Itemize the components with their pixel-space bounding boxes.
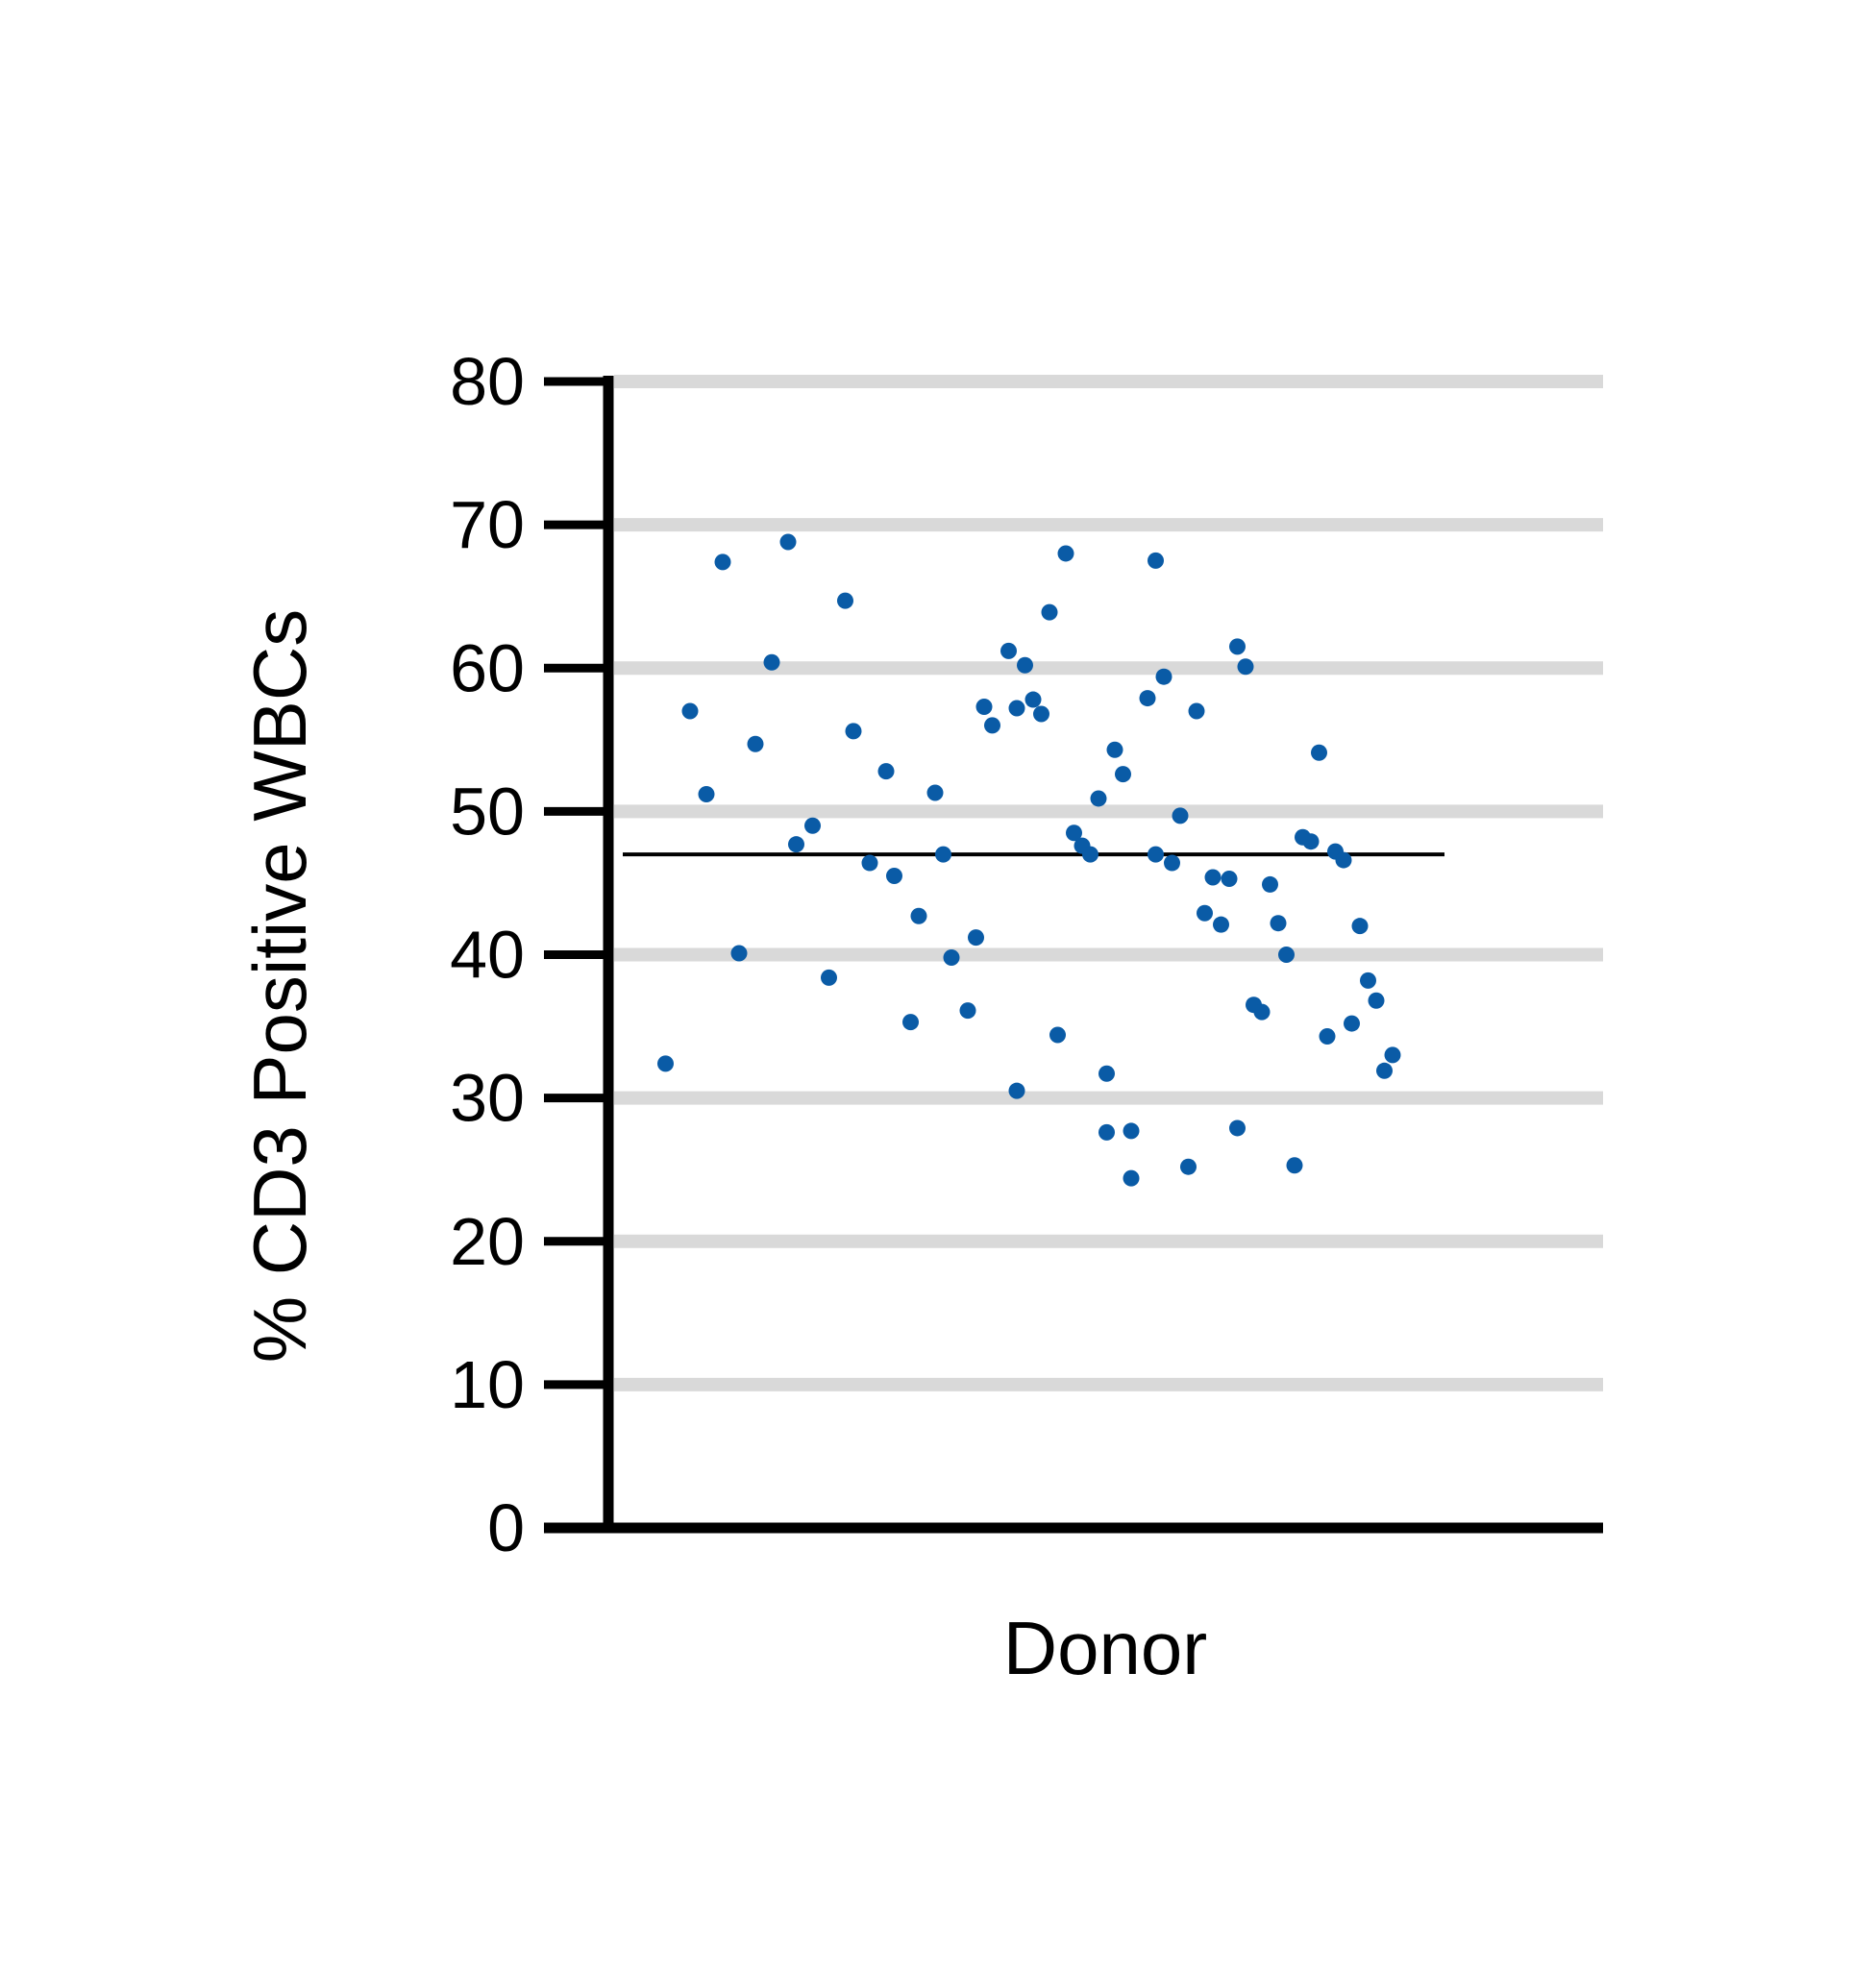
data-point (1270, 915, 1287, 932)
data-point (1041, 603, 1058, 621)
data-point (1188, 702, 1205, 720)
data-point (698, 785, 715, 802)
data-point (788, 836, 804, 853)
y-axis: 0 10 20 30 40 50 60 70 80 (450, 344, 614, 1565)
data-point (1384, 1046, 1401, 1064)
data-point (1344, 1015, 1360, 1032)
y-tick-label-0: 0 (487, 1490, 525, 1565)
data-point (1082, 846, 1098, 863)
data-point (968, 929, 984, 947)
data-point (886, 867, 902, 884)
y-tick-label-60: 60 (450, 630, 525, 705)
y-axis-title: % CD3 Positive WBCs (237, 609, 322, 1364)
data-point (1180, 1158, 1197, 1175)
data-point (1148, 846, 1164, 863)
y-tick-label-80: 80 (450, 344, 525, 419)
data-point (1000, 642, 1017, 659)
data-point (910, 907, 927, 924)
data-point (902, 1014, 919, 1031)
data-point (1278, 947, 1295, 963)
data-point (1319, 1028, 1336, 1046)
data-point (1360, 972, 1376, 989)
data-point (1172, 807, 1189, 824)
data-point (837, 592, 853, 609)
data-point (877, 763, 895, 780)
y-tick-label-70: 70 (450, 487, 525, 562)
data-point (1197, 904, 1213, 922)
data-point (1057, 545, 1074, 562)
data-point (1229, 638, 1246, 655)
data-point (681, 702, 699, 720)
y-tick-label-40: 40 (450, 918, 525, 993)
data-point (1148, 552, 1164, 569)
data-point (1204, 869, 1222, 886)
data-point (714, 554, 731, 571)
data-point (943, 948, 960, 966)
data-point (1155, 668, 1172, 685)
y-tick-label-20: 20 (450, 1204, 525, 1279)
data-point (1262, 875, 1278, 893)
data-point (1164, 854, 1180, 872)
data-point (1024, 691, 1042, 708)
data-point (1017, 656, 1033, 674)
data-point (1123, 1122, 1140, 1140)
data-point (1008, 1082, 1025, 1099)
data-point (1106, 741, 1123, 758)
data-point (804, 817, 821, 834)
data-point (959, 1002, 976, 1020)
data-point (1286, 1157, 1303, 1174)
data-point (1302, 833, 1320, 850)
data-point (1066, 824, 1082, 842)
data-point (657, 1055, 674, 1072)
data-point (730, 945, 748, 962)
data-point (1098, 1123, 1115, 1141)
y-tick-label-10: 10 (450, 1347, 525, 1422)
data-point (779, 533, 797, 551)
data-point (1098, 1065, 1115, 1082)
data-point (1221, 870, 1238, 887)
data-point (861, 854, 878, 872)
data-point (1335, 851, 1352, 869)
data-point (747, 735, 764, 752)
data-points (657, 533, 1401, 1187)
data-point (1237, 658, 1254, 676)
y-tick-label-50: 50 (450, 774, 525, 849)
data-point (1229, 1119, 1246, 1137)
data-point (1033, 705, 1049, 723)
data-point (763, 653, 780, 671)
data-point (1123, 1169, 1140, 1187)
data-point (1115, 766, 1131, 783)
data-point (1311, 744, 1327, 761)
data-point (1253, 1003, 1271, 1021)
x-axis-title: Donor (1003, 1606, 1207, 1690)
data-point (1368, 992, 1385, 1009)
data-point (1139, 690, 1156, 707)
data-point (975, 699, 993, 716)
data-point (1213, 916, 1229, 933)
data-point (984, 717, 1000, 734)
data-point (1049, 1026, 1066, 1044)
data-point (1008, 700, 1025, 717)
data-point (845, 723, 862, 740)
gridlines (614, 375, 1603, 1391)
data-point (926, 784, 944, 801)
data-point (1376, 1062, 1393, 1079)
data-point (1351, 918, 1369, 935)
data-point (821, 969, 837, 986)
data-point (935, 846, 951, 863)
y-tick-label-30: 30 (450, 1061, 525, 1136)
data-point (1090, 790, 1107, 807)
